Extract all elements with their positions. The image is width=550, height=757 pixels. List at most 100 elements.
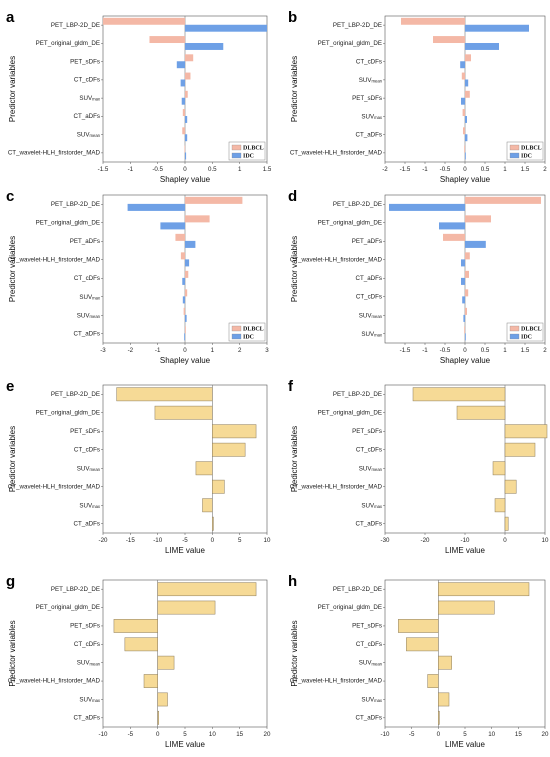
x-tick-label: 1 bbox=[238, 166, 242, 173]
category-label: PET_LBP-2D_DE bbox=[333, 391, 382, 398]
x-tick-label: 1.5 bbox=[263, 166, 272, 173]
bar-dlbcl bbox=[465, 307, 467, 315]
x-tick-label: 0.5 bbox=[481, 166, 490, 173]
bar-idc bbox=[465, 240, 486, 248]
bar-dlbcl bbox=[185, 196, 243, 204]
category-label: CT_cDFs bbox=[74, 446, 100, 453]
category-label: CT_aDFs bbox=[356, 714, 382, 721]
panel-label-h: h bbox=[288, 573, 297, 590]
legend-swatch-idc bbox=[509, 333, 520, 340]
category-label: SUVmax bbox=[79, 502, 101, 509]
bar-dlbcl bbox=[465, 54, 471, 62]
x-tick-label: 0 bbox=[183, 166, 187, 173]
category-label: PET_LBP-2D_DE bbox=[51, 201, 100, 208]
x-tick-label: 0 bbox=[463, 166, 467, 173]
x-tick-label: -0.5 bbox=[152, 166, 163, 173]
bar-lime bbox=[398, 619, 439, 633]
x-tick-label: 0 bbox=[463, 347, 467, 354]
category-label: SUVmean bbox=[77, 312, 101, 319]
x-tick-label: 1.5 bbox=[521, 347, 530, 354]
x-tick-label: -1.5 bbox=[98, 166, 109, 173]
chart-panel-g: g PET_LBP-2D_DE PET_original_gldm_DE PET_sD… bbox=[6, 573, 271, 749]
x-tick-label: -10 bbox=[381, 731, 391, 738]
legend-label-idc: IDC bbox=[521, 154, 532, 160]
category-label: SUVmean bbox=[77, 659, 101, 666]
x-axis-label: Shapley value bbox=[440, 175, 491, 184]
category-label: CT_cDFs bbox=[356, 58, 382, 65]
bar-idc bbox=[185, 116, 188, 123]
category-label: CT_cDFs bbox=[74, 275, 100, 282]
bar-dlbcl bbox=[185, 289, 188, 297]
x-tick-label: 5 bbox=[183, 731, 187, 738]
chart-panel-b: b PET_LBP-2D_DE PET_original_gldm_DE CT_cDF… bbox=[288, 9, 547, 184]
bar-idc bbox=[389, 203, 465, 211]
x-tick-label: 0 bbox=[503, 537, 507, 544]
bar-dlbcl bbox=[465, 90, 470, 98]
bar-idc bbox=[462, 296, 465, 304]
x-tick-label: -30 bbox=[381, 537, 391, 544]
x-axis-label: LIME value bbox=[445, 740, 486, 749]
panel-label-b: b bbox=[288, 9, 297, 26]
x-tick-label: 0 bbox=[437, 731, 441, 738]
category-label: CT_aDFs bbox=[74, 113, 100, 120]
bar-lime bbox=[157, 710, 160, 725]
x-tick-label: 0 bbox=[183, 347, 187, 354]
bar-idc bbox=[184, 333, 185, 341]
bar-dlbcl bbox=[185, 215, 210, 223]
bar-lime bbox=[456, 405, 506, 420]
chart-panel-f: f PET_LBP-2D_DE PET_original_gldm_DE PET_sD… bbox=[288, 378, 549, 555]
legend-label-dlbcl: DLBCL bbox=[243, 327, 264, 333]
category-label: PET_sDFs bbox=[70, 58, 100, 65]
category-label: PET_original_gldm_DE bbox=[318, 604, 382, 611]
bar-dlbcl bbox=[462, 109, 465, 117]
bar-idc bbox=[185, 314, 187, 322]
bar-dlbcl bbox=[464, 145, 465, 153]
bar-idc bbox=[461, 277, 465, 285]
x-tick-label: -10 bbox=[461, 537, 471, 544]
chart-panel-c: c PET_LBP-2D_DE PET_original_gldm_DE PET_aD… bbox=[6, 188, 269, 365]
bar-dlbcl bbox=[465, 270, 469, 278]
bar-lime bbox=[202, 498, 213, 513]
bar-lime bbox=[113, 619, 158, 633]
category-label: CT_aDFs bbox=[356, 131, 382, 138]
bar-idc bbox=[185, 259, 190, 267]
bar-dlbcl bbox=[185, 270, 189, 278]
y-axis-label: Predictor variables bbox=[8, 620, 17, 686]
panel-label-g: g bbox=[6, 573, 15, 590]
x-tick-label: 20 bbox=[264, 731, 271, 738]
chart-panel-h: h PET_LBP-2D_DE PET_original_gldm_DE PET_sD… bbox=[288, 573, 549, 749]
legend-label-dlbcl: DLBCL bbox=[521, 327, 542, 333]
category-label: CT_aDFs bbox=[356, 275, 382, 282]
x-tick-label: 2 bbox=[543, 347, 547, 354]
category-label: CT_wavelet-HLH_firstorder_MAD bbox=[8, 150, 101, 157]
x-tick-label: 5 bbox=[238, 537, 242, 544]
bar-dlbcl bbox=[183, 307, 185, 315]
bar-dlbcl bbox=[182, 109, 185, 117]
x-tick-label: -1.5 bbox=[400, 166, 411, 173]
panel-label-a: a bbox=[6, 9, 15, 26]
bar-dlbcl bbox=[401, 17, 465, 25]
category-label: PET_sDFs bbox=[352, 428, 382, 435]
bar-idc bbox=[465, 134, 468, 142]
category-label: CT_cDFs bbox=[356, 446, 382, 453]
x-tick-label: 3 bbox=[265, 347, 269, 354]
category-label: PET_sDFs bbox=[352, 623, 382, 630]
category-label: PET_sDFs bbox=[352, 95, 382, 102]
bar-dlbcl bbox=[182, 127, 185, 135]
category-label: CT_wavelet-HLH_firstorder_MAD bbox=[290, 678, 383, 685]
legend-label-idc: IDC bbox=[243, 335, 254, 341]
panel-label-c: c bbox=[6, 188, 14, 205]
x-tick-label: -0.5 bbox=[440, 166, 451, 173]
bar-dlbcl bbox=[149, 36, 185, 44]
category-label: SUVmax bbox=[361, 502, 383, 509]
x-tick-label: -10 bbox=[153, 537, 163, 544]
legend-label-idc: IDC bbox=[243, 154, 254, 160]
category-label: SUVmean bbox=[77, 131, 101, 138]
bar-lime bbox=[412, 387, 506, 402]
legend: DLBCL IDC bbox=[506, 322, 544, 342]
category-label: PET_sDFs bbox=[70, 428, 100, 435]
bar-dlbcl bbox=[463, 127, 465, 135]
x-tick-label: -1 bbox=[422, 347, 428, 354]
x-tick-label: -10 bbox=[99, 731, 109, 738]
bar-idc bbox=[461, 97, 465, 105]
